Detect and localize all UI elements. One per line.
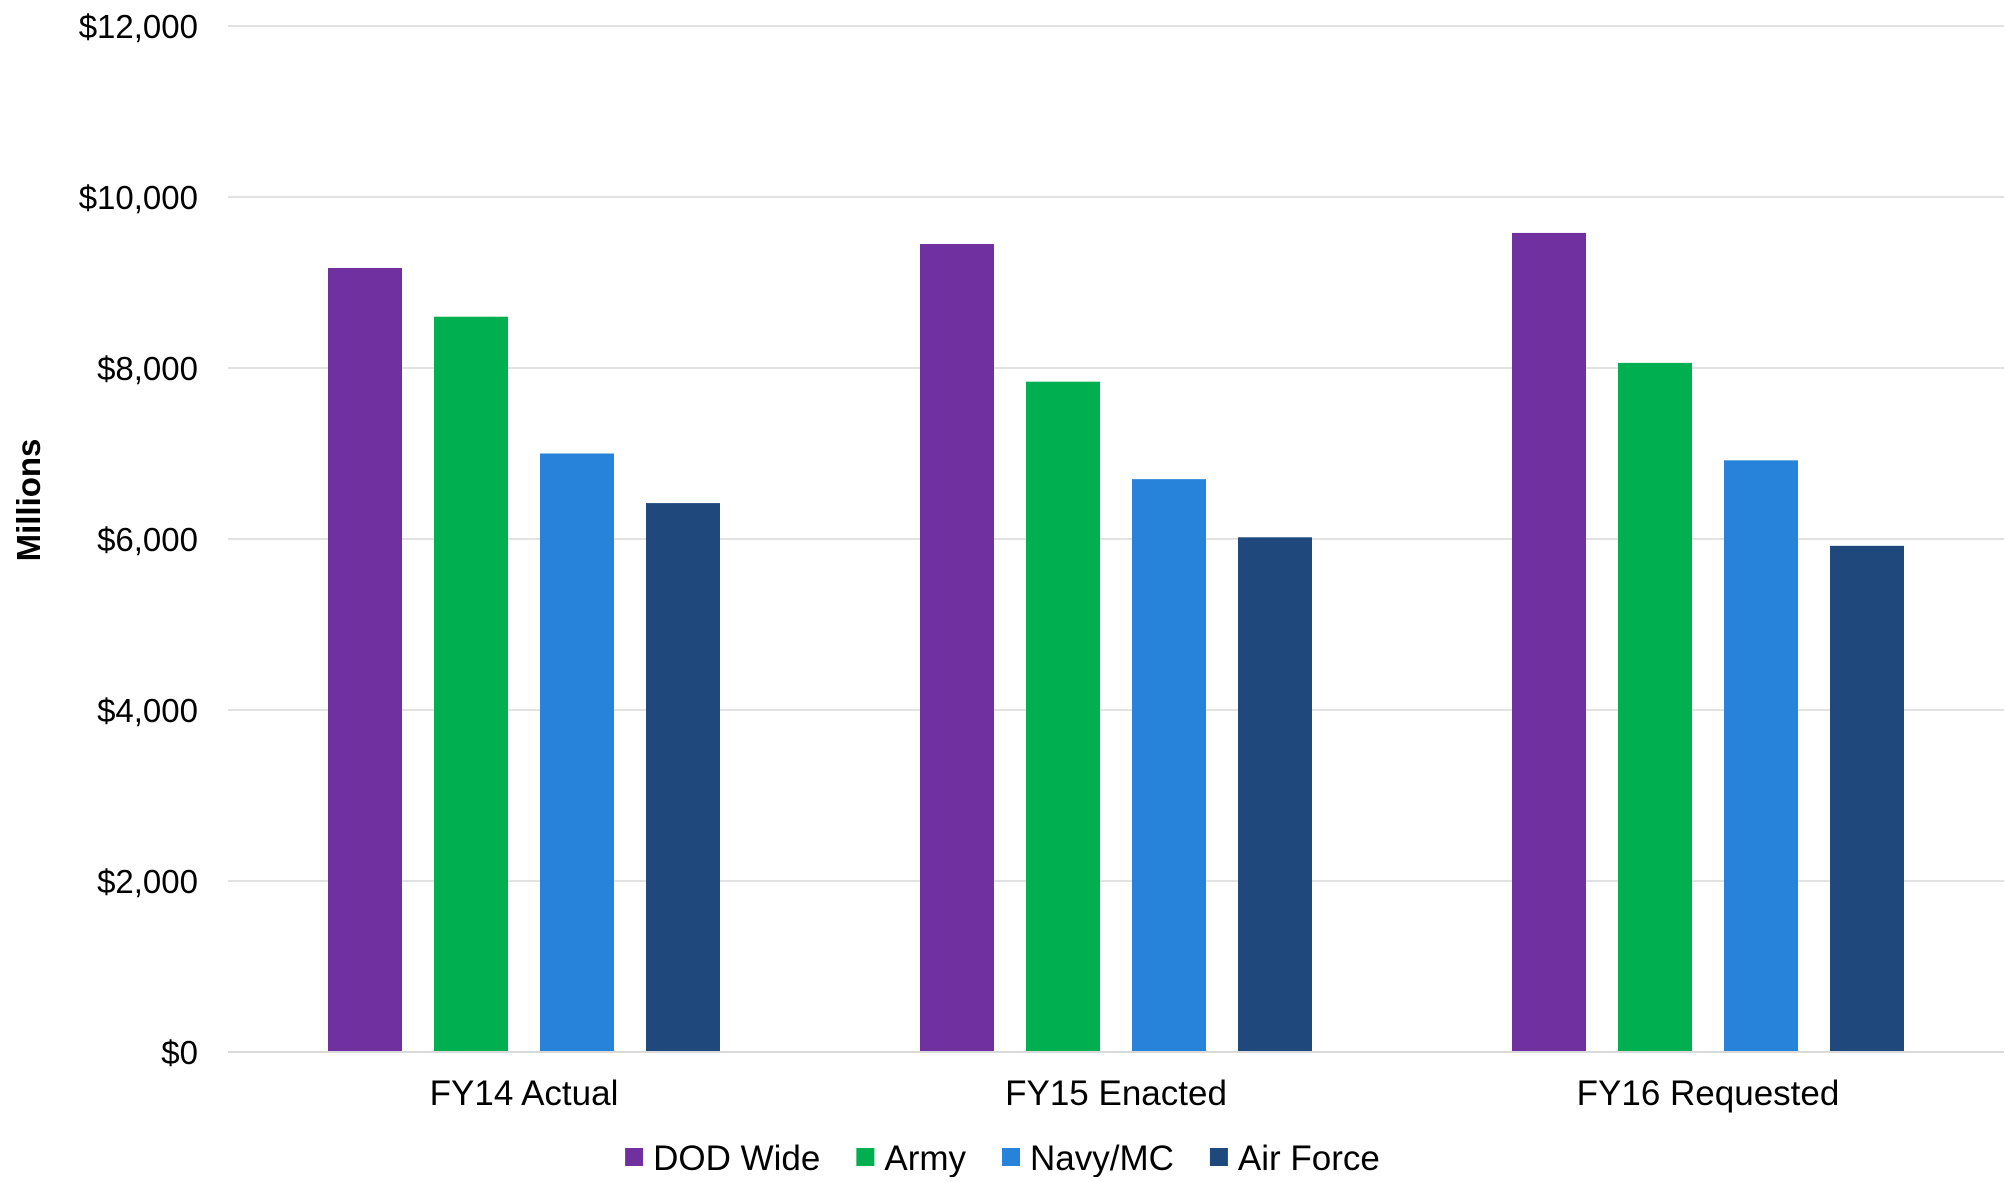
- legend-label: DOD Wide: [653, 1139, 820, 1177]
- legend-label: Navy/MC: [1030, 1139, 1174, 1177]
- bar: [540, 454, 614, 1053]
- x-category-label: FY15 Enacted: [1005, 1074, 1227, 1113]
- bar: [1618, 363, 1692, 1052]
- x-category-label: FY14 Actual: [430, 1074, 619, 1113]
- bar: [920, 244, 994, 1052]
- bar: [1238, 537, 1312, 1052]
- x-axis-categories: FY14 Actual FY15 Enacted FY16 Requested: [430, 1074, 1840, 1113]
- bar: [646, 503, 720, 1052]
- y-tick-label: $6,000: [97, 521, 198, 558]
- y-axis-label: Millions: [10, 439, 47, 562]
- bars: [328, 233, 1904, 1052]
- bar: [1830, 546, 1904, 1052]
- bar: [328, 268, 402, 1052]
- legend-label: Air Force: [1238, 1139, 1380, 1177]
- y-tick-label: $8,000: [97, 350, 198, 387]
- legend-swatch: [1210, 1148, 1228, 1166]
- y-tick-label: $2,000: [97, 863, 198, 900]
- bar: [1512, 233, 1586, 1052]
- legend-item: Army: [856, 1139, 966, 1177]
- bar: [434, 317, 508, 1052]
- bar: [1132, 479, 1206, 1052]
- y-tick-label: $4,000: [97, 692, 198, 729]
- legend-item: Navy/MC: [1002, 1139, 1174, 1177]
- bar: [1724, 460, 1798, 1052]
- legend-swatch: [625, 1148, 643, 1166]
- legend-swatch: [856, 1148, 874, 1166]
- legend-swatch: [1002, 1148, 1020, 1166]
- x-category-label: FY16 Requested: [1577, 1074, 1840, 1113]
- y-tick-label: $12,000: [79, 8, 198, 45]
- legend-item: Air Force: [1210, 1139, 1380, 1177]
- legend-label: Army: [884, 1139, 966, 1177]
- y-axis-ticks: $0 $2,000 $4,000 $6,000 $8,000 $10,000 $12,000: [79, 8, 198, 1071]
- y-tick-label: $0: [161, 1034, 198, 1071]
- legend-item: DOD Wide: [625, 1139, 820, 1177]
- y-tick-label: $10,000: [79, 179, 198, 216]
- bar: [1026, 382, 1100, 1052]
- legend: DOD Wide Army Navy/MC Air Force: [625, 1139, 1380, 1177]
